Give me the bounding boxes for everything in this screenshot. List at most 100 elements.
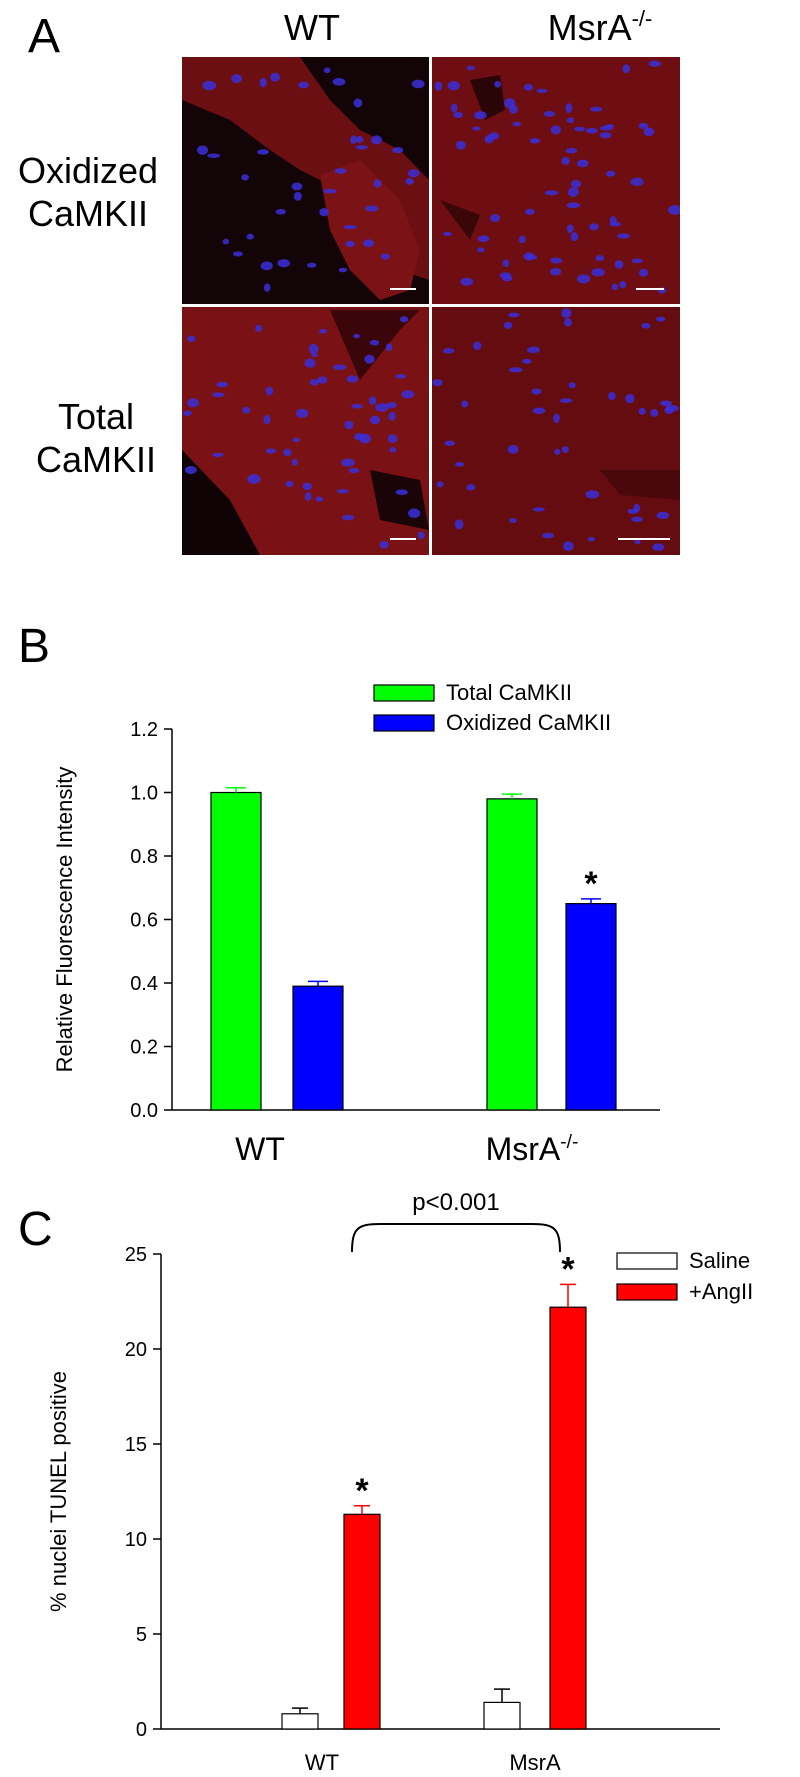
nucleus [567,224,574,234]
nucleus [564,317,572,327]
significance-star: * [561,1250,575,1288]
category-label: MsrA-/- [486,1131,579,1167]
nucleus [489,214,501,222]
legend-label: Oxidized CaMKII [446,710,611,735]
nucleus [202,80,217,91]
nucleus [183,410,192,416]
panel-a-row-label-oxidized-line1: Oxidized [18,150,158,191]
nucleus [323,188,337,194]
nucleus [559,398,573,403]
nucleus [260,261,273,271]
nucleus [365,205,379,212]
nucleus [369,415,381,425]
nucleus [630,177,644,187]
legend-swatch [373,684,435,702]
nucleus [257,149,269,155]
nucleus [543,111,556,117]
nucleus [561,157,570,165]
nucleus [364,354,375,364]
nucleus [232,251,244,257]
legend-label: +AngII [689,1279,753,1304]
nucleus [587,536,596,542]
nucleus [341,514,355,521]
nucleus [652,543,665,551]
nucleus [550,257,563,264]
panel-a-row-label-total-line2: CaMKII [36,439,156,480]
y-tick-label: 1.0 [130,783,158,805]
nucleus [241,174,249,181]
nucleus [411,79,425,89]
nucleus [473,111,487,120]
nucleus [311,352,318,358]
nucleus [532,507,545,512]
nucleus [343,225,357,230]
nucleus [499,272,512,279]
nucleus [627,508,639,514]
nucleus [295,408,309,418]
nucleus [395,489,408,496]
nucleus [387,434,398,444]
y-tick-label: 0 [136,1719,147,1741]
nucleus [566,202,581,209]
nucleus [447,80,460,91]
nucleus [585,127,598,134]
y-tick-label: 20 [125,1339,147,1361]
nucleus [388,411,396,421]
nucleus [434,81,443,91]
nucleus [454,461,465,467]
panel-b-letter: B [18,620,50,673]
nucleus [622,64,630,74]
nucleus [508,312,520,318]
nucleus [488,132,500,140]
panel-a-col-label-wt: WT [284,7,340,48]
nucleus [619,280,627,289]
nucleus [522,358,532,364]
nucleus [641,323,651,329]
nucleus [369,339,380,346]
nucleus [353,333,361,339]
nucleus [576,159,589,168]
micrograph-wt-total [182,307,429,555]
panel-c-letter: C [18,1203,53,1256]
nucleus [291,458,298,466]
y-tick-label: 15 [125,1434,147,1456]
nucleus [380,253,391,260]
y-tick-label: 0.0 [130,1100,158,1122]
legend-swatch [616,1252,678,1270]
nucleus [292,437,300,443]
significance-bracket [351,1223,561,1253]
nucleus [432,379,443,387]
nucleus [665,405,679,412]
nucleus [334,168,347,174]
nucleus [544,190,559,196]
nucleus [336,489,349,494]
significance-star: * [584,865,598,903]
nucleus [595,255,605,261]
category-label: MsrA [509,1750,561,1775]
nucleus [561,308,572,319]
nucleus [568,382,576,389]
nucleus [456,140,466,150]
nucleus [565,103,573,114]
nucleus [625,393,635,404]
nucleus [568,187,579,197]
nucleus [319,208,329,217]
nucleus [453,111,464,118]
nucleus [345,240,355,248]
nucleus [512,121,521,127]
bar [343,1513,381,1730]
nucleus [638,122,649,130]
nucleus [355,145,369,150]
p-value-label: p<0.001 [412,1189,499,1216]
significance-star: * [355,1472,369,1510]
nucleus [222,238,230,245]
nucleus [242,406,251,414]
nucleus [304,358,316,368]
nucleus [565,147,578,154]
nucleus [524,208,535,215]
nucleus [392,147,404,154]
nucleus [265,386,274,396]
micrograph-msra-oxidized [432,57,680,304]
nucleus [472,126,481,131]
nucleus [207,153,221,158]
